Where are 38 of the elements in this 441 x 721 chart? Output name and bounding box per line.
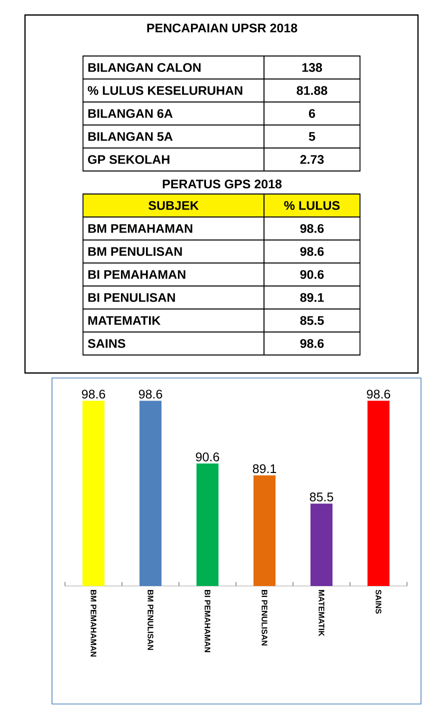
- text: % LULUS: [284, 201, 340, 210]
- data-label: 98.6: [138, 390, 162, 399]
- text: 98.6: [300, 247, 324, 256]
- text: SUBJEK: [148, 201, 199, 210]
- x-tick-label: BI PEMAHAMAN: [204, 590, 210, 652]
- text: 5: [308, 132, 316, 141]
- x-tick-label: MATEMATIK: [318, 590, 324, 636]
- data-label: 98.6: [366, 390, 390, 399]
- text: 98.6: [300, 224, 324, 233]
- text: BM PEMAHAMAN: [88, 224, 192, 233]
- x-tick-label: BM PENULISAN: [148, 590, 154, 650]
- text: GP SEKOLAH: [88, 155, 170, 164]
- text: 2.73: [300, 155, 324, 164]
- text: 6: [308, 109, 316, 118]
- text: 85.5: [300, 316, 324, 325]
- x-tick-label: SAINS: [376, 590, 382, 614]
- text: BILANGAN 5A: [88, 132, 173, 141]
- x-tick-label: BM PEMAHAMAN: [90, 590, 96, 657]
- text: MATEMATIK: [88, 316, 161, 325]
- data-label: 89.1: [252, 464, 276, 474]
- text: % LULUS KESELURUHAN: [88, 86, 242, 95]
- text: 98.6: [300, 339, 324, 348]
- text: BI PENULISAN: [88, 293, 175, 302]
- text: 138: [302, 63, 322, 72]
- text: 90.6: [300, 270, 324, 279]
- text: BILANGAN CALON: [88, 63, 201, 72]
- text: BILANGAN 6A: [88, 109, 173, 118]
- text: BI PEMAHAMAN: [88, 270, 186, 279]
- text: SAINS: [88, 339, 126, 348]
- text: PENCAPAIAN UPSR 2018: [147, 24, 298, 32]
- data-label: 90.6: [196, 452, 220, 462]
- text: 89.1: [300, 293, 324, 302]
- text: 81.88: [296, 86, 328, 95]
- text: BM PENULISAN: [88, 247, 182, 256]
- x-tick-label: BI PENULISAN: [262, 590, 268, 646]
- data-label: 98.6: [82, 390, 106, 399]
- text: PERATUS GPS 2018: [162, 180, 282, 188]
- data-label: 85.5: [310, 492, 334, 502]
